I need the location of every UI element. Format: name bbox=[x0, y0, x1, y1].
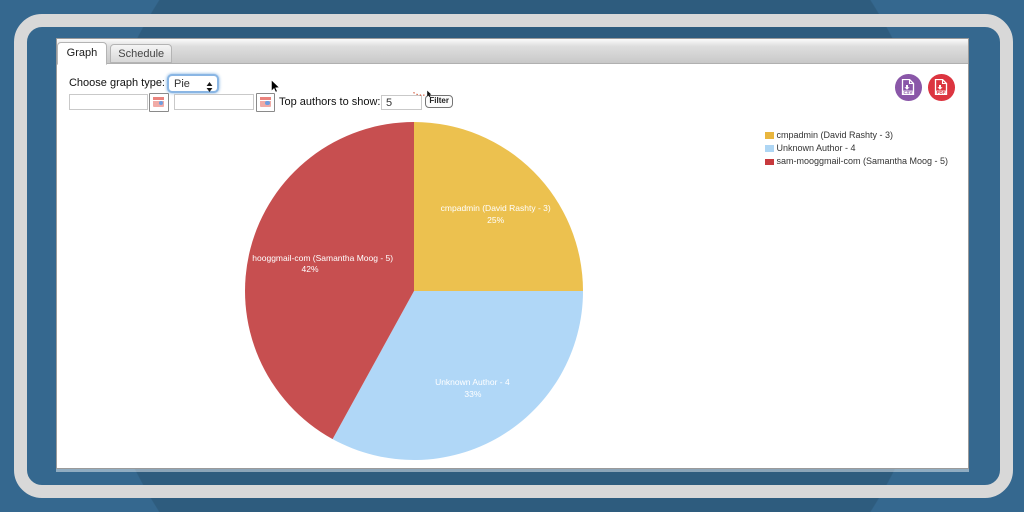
svg-text:CSV: CSV bbox=[904, 90, 913, 95]
svg-text:PDF: PDF bbox=[937, 90, 946, 95]
